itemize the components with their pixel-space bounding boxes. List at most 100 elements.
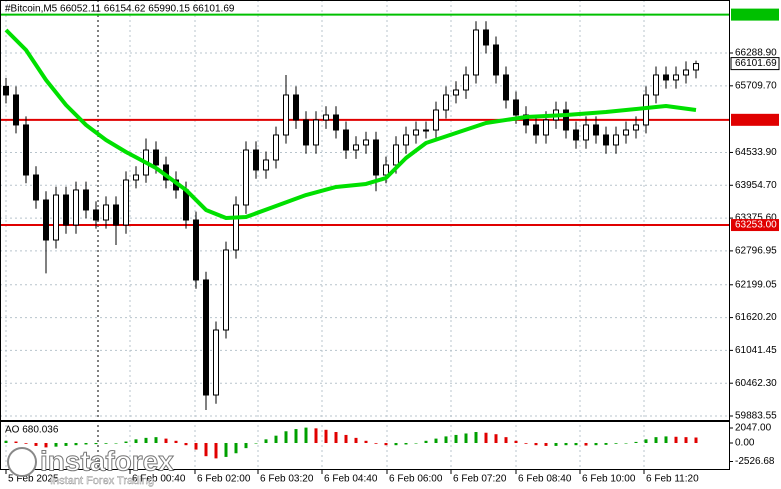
ao-bar [434,438,438,443]
candle-body [93,209,99,221]
candle-body [253,149,259,171]
x-tick-label: 5 Feb 2025 [8,474,59,485]
ao-bar [74,442,78,446]
watermark: instaforex Instant Forex Trading [7,445,175,487]
ao-bar [474,432,478,443]
candle-body [483,29,489,46]
indicator-label: AO 680.036 [5,425,59,436]
ao-bar [104,442,108,444]
y-tick-label: 62199.05 [735,279,777,290]
ao-bar [414,442,418,444]
ao-bar [364,440,368,443]
candle-body [473,29,479,76]
candle-body [273,134,279,161]
candle-body [423,129,429,132]
candle-body [83,189,89,211]
ao-bar [384,442,388,446]
y-tick-label: 59883.55 [735,411,777,422]
y-tick-label: 61620.20 [735,312,777,323]
candle-body [353,144,359,151]
logo-icon [7,447,37,477]
ao-bar [184,442,188,446]
ao-bar [54,442,58,447]
ao-bar [214,442,218,459]
candle-body [613,134,619,146]
price-pane-frame [0,0,730,421]
candle-body [323,114,329,121]
ao-bar [594,442,598,446]
watermark-brand: instaforex [40,445,174,476]
candle-body [23,124,29,176]
ao-bar [444,436,448,443]
candle-body [373,139,379,176]
candle-body [453,89,459,96]
x-tick-label: 6 Feb 00:40 [132,474,186,485]
ao-bar [174,440,178,443]
ao-bar [374,442,378,444]
y-tick-label: 62796.95 [735,246,777,257]
candle-body [313,119,319,146]
ao-bar [274,435,278,443]
candle-body [543,119,549,136]
ao-bar [94,442,98,445]
ao-bar [504,437,508,443]
ao-bar [664,436,668,443]
indicator-tick-label: 0.00 [735,438,755,449]
ao-bar [454,434,458,443]
candle-body [493,44,499,76]
candle-body [123,179,129,226]
candle-body [513,99,519,116]
ao-bar [634,441,638,443]
ao-bar [154,437,158,443]
indicator-pane-frame [0,421,730,470]
y-tick-label: 65709.70 [735,80,777,91]
candle-body [243,149,249,206]
candle-body [583,124,589,141]
ao-bar [574,442,578,446]
y-tick-label: 63954.70 [735,180,777,191]
current-price-label: 66101.69 [735,58,777,69]
ao-bar [114,442,118,444]
candle-body [673,74,679,81]
level-label-box [731,8,779,21]
y-tick-label: 64533.90 [735,147,777,158]
x-tick-label: 6 Feb 11:20 [646,474,699,485]
candle-body [443,94,449,111]
ao-bar [424,440,428,443]
ao-bar [464,433,468,443]
candle-body [603,134,609,146]
ao-bar [264,439,268,443]
candle-body [133,174,139,181]
ao-bar [314,428,318,443]
indicator-tick-label: 2047.00 [735,423,772,434]
moving-average [4,28,697,220]
candle-body [533,124,539,136]
ao-bar [404,442,408,445]
ao-bar [84,442,88,445]
ao-bar [244,442,248,449]
candle-body [573,129,579,141]
ao-bar [204,442,208,457]
ao-bar [164,438,168,443]
candle-body [3,85,9,96]
ao-bar [484,432,488,443]
ao-bar [284,431,288,443]
ao-bar [24,442,28,444]
candle-body [623,129,629,136]
candle-body [213,329,219,396]
candle-body [33,174,39,201]
ao-bar [624,442,628,444]
candle-body [343,129,349,151]
ao-bar [694,437,698,443]
level-label-box [731,219,779,232]
candle-body [653,74,659,96]
ao-bar [564,442,568,446]
y-tick-label: 63375.60 [735,213,777,224]
ao-bar [494,434,498,443]
ao-bar [514,440,518,443]
y-tick-label: 61041.45 [735,345,777,356]
candle-body [593,124,599,136]
ao-bar [654,437,658,443]
x-tick-label: 6 Feb 04:40 [324,474,378,485]
